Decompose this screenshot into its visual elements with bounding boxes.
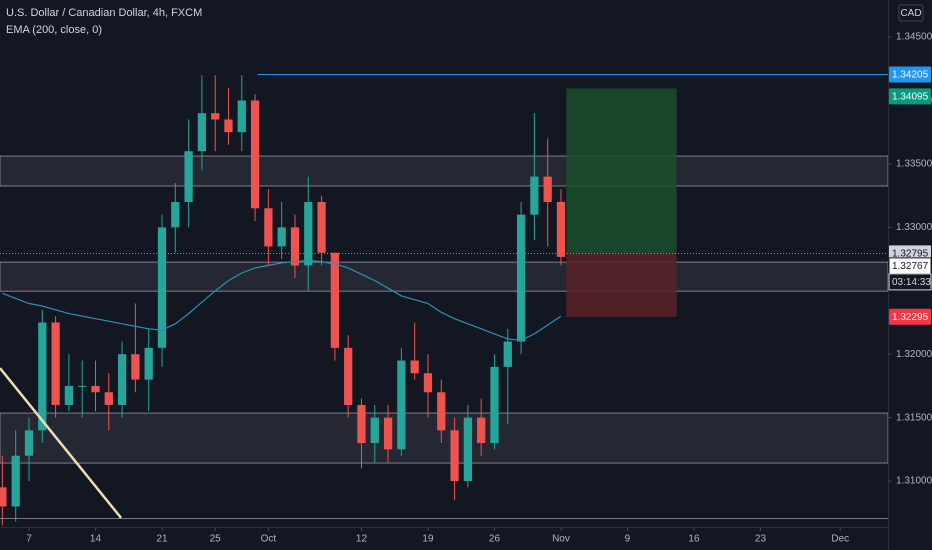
x-tick-label: 16 [688, 534, 700, 545]
candle-body [556, 201, 566, 257]
candle-body [78, 385, 87, 387]
candle-body [516, 214, 526, 342]
stop-tag [889, 308, 931, 325]
x-tick-label: 21 [156, 534, 168, 545]
resistance-label: 1.34205 [892, 70, 929, 81]
x-tick-label: 9 [625, 534, 631, 545]
y-tick-label: 1.31000 [896, 476, 932, 487]
candle-body [290, 227, 300, 266]
candle-body [250, 100, 260, 209]
chart-title: U.S. Dollar / Canadian Dollar, 4h, FXCM [6, 7, 202, 19]
candle-body [51, 322, 60, 405]
stop-label: 1.32295 [892, 312, 929, 323]
candle-body [224, 119, 233, 133]
candle-body [157, 227, 167, 348]
countdown-label: 03:14:33 [892, 277, 931, 288]
candle-body [503, 341, 512, 367]
candle-body [197, 113, 207, 152]
candle-body [383, 417, 393, 450]
trend-line [0, 367, 122, 519]
currency-box[interactable] [898, 4, 924, 22]
candle-body [144, 347, 153, 380]
y-tick-label: 1.32000 [896, 349, 932, 360]
x-tick-label: 25 [210, 534, 222, 545]
x-tick-label: 23 [755, 534, 767, 545]
candle-body [277, 227, 286, 247]
x-tick-label: 14 [90, 534, 102, 545]
resistance-tag [889, 66, 931, 83]
candle-body [370, 417, 379, 444]
zone [0, 155, 888, 187]
candle-body [437, 392, 446, 431]
x-tick-label: 26 [489, 534, 501, 545]
y-tick-label: 1.33000 [896, 222, 932, 233]
candle-body [117, 354, 127, 405]
y-tick-label: 1.31500 [896, 412, 932, 423]
candle-body [543, 176, 552, 202]
candle-body [104, 392, 113, 405]
x-tick-label: Oct [261, 534, 277, 545]
candle-body [463, 417, 472, 482]
target-tag [889, 88, 931, 105]
candle-body [397, 360, 406, 450]
candle-body [131, 354, 140, 380]
x-tick-label: Dec [831, 534, 849, 545]
entry-label: 1.32795 [892, 248, 929, 259]
candle-body [64, 385, 74, 405]
target-label: 1.34095 [892, 92, 929, 103]
countdown-tag [888, 273, 932, 291]
candle-body [530, 176, 539, 215]
ema-line [2, 259, 562, 341]
candle-body [237, 100, 246, 133]
indicator-label: EMA (200, close, 0) [6, 24, 102, 36]
candle-body [38, 322, 47, 431]
candle-body [344, 347, 353, 405]
x-tick-label: 12 [356, 534, 368, 545]
candle-body [0, 487, 7, 507]
y-tick-label: 1.33500 [896, 159, 932, 170]
axes: 1.345001.340001.335001.330001.320001.315… [26, 32, 932, 545]
entry-tag [889, 245, 931, 262]
candle-body [264, 208, 273, 247]
candle-body [211, 113, 220, 120]
x-tick-label: 19 [422, 534, 434, 545]
candle-body [477, 417, 486, 444]
y-tick-label: 1.34500 [896, 32, 932, 43]
loss-zone [566, 253, 677, 317]
currency[interactable]: CAD [900, 8, 921, 19]
zone [0, 261, 888, 292]
candle-body [11, 455, 20, 507]
candle-body [184, 151, 193, 202]
candle-body [357, 404, 366, 444]
profit-zone [566, 88, 677, 254]
candle-body [423, 373, 433, 393]
last-price-label: 1.32767 [892, 261, 929, 272]
candle-body [91, 385, 100, 393]
candle-body [24, 430, 34, 456]
candle-body [317, 201, 326, 253]
x-tick-label: Nov [552, 534, 570, 545]
plot-area [0, 73, 888, 526]
candle-body [330, 252, 340, 348]
candle-body [410, 360, 419, 374]
candle-body [304, 201, 313, 266]
candle-body [171, 201, 180, 228]
x-tick-label: 7 [26, 534, 32, 545]
candle-body [490, 366, 499, 444]
candle-body [450, 430, 459, 482]
